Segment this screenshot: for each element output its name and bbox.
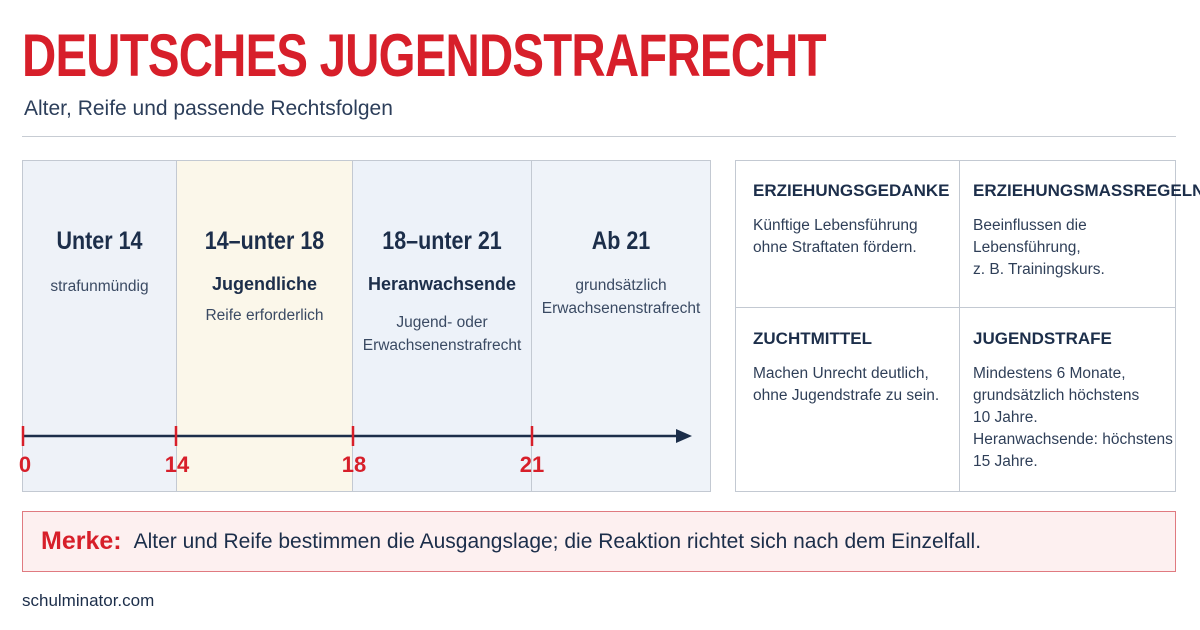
measure-erziehungsgedanke: ERZIEHUNGSGEDANKE Künftige Lebensführung… [753, 181, 949, 259]
zone-text: Reife erforderlich [205, 307, 324, 324]
zone-from-21: Ab 21 grundsätzlich Erwachsenenstrafrech… [532, 161, 710, 491]
zone-under-14: Unter 14 strafunmündig [23, 161, 177, 491]
note-box: Merke: Alter und Reife bestimmen die Aus… [22, 511, 1176, 572]
note-text: Alter und Reife bestimmen die Ausgangsla… [133, 529, 982, 553]
age-timeline-panel: Unter 14 strafunmündig 14–unter 18 Jugen… [22, 160, 711, 492]
measure-heading: ERZIEHUNGSMASSREGELN [973, 181, 1200, 200]
zone-text: Jugend- oder [396, 314, 488, 331]
measure-text: Heranwachsende: höchstens [973, 431, 1173, 448]
axis-tick-label: 18 [341, 452, 367, 477]
zone-heading: Ab 21 [591, 227, 651, 255]
measure-erziehungsmassregeln: ERZIEHUNGSMASSREGELN Beeinflussen die Le… [973, 181, 1200, 281]
measure-text: Mindestens 6 Monate, [973, 365, 1126, 382]
measure-jugendstrafe: JUGENDSTRAFE Mindestens 6 Monate, grunds… [973, 329, 1173, 473]
measure-text: 10 Jahre. [973, 409, 1038, 426]
axis-tick-label: 21 [519, 452, 545, 477]
measure-text: ohne Straftaten fördern. [753, 239, 917, 256]
measure-text: Künftige Lebensführung [753, 217, 918, 234]
measures-grid: ERZIEHUNGSGEDANKE Künftige Lebensführung… [735, 160, 1200, 492]
measure-text: Machen Unrecht deutlich, [753, 365, 929, 382]
axis-tick-label: 14 [164, 452, 190, 477]
zone-heading: 18–unter 21 [382, 227, 502, 255]
measure-text: Beeinflussen die [973, 217, 1087, 234]
axis-tick-label: 0 [18, 452, 32, 477]
measure-text: 15 Jahre. [973, 453, 1038, 470]
zone-text: Erwachsenenstrafrecht [362, 337, 522, 354]
measure-text: ohne Jugendstrafe zu sein. [753, 387, 940, 404]
measure-heading: ERZIEHUNGSGEDANKE [753, 181, 950, 200]
measure-text: Lebensführung, [973, 239, 1081, 256]
page-subtitle: Alter, Reife und passende Rechtsfolgen [24, 97, 393, 120]
zone-group-label: Heranwachsende [367, 274, 517, 294]
header-divider [22, 136, 1176, 137]
zone-text: Erwachsenenstrafrecht [541, 300, 701, 317]
zone-heading: Unter 14 [56, 227, 143, 255]
zone-text: strafunmündig [50, 278, 149, 295]
measure-heading: JUGENDSTRAFE [973, 329, 1112, 348]
zone-heading: 14–unter 18 [204, 227, 325, 255]
page-title: DEUTSCHES JUGENDSTRAFRECHT [22, 22, 827, 89]
zone-14-to-18: 14–unter 18 Jugendliche Reife erforderli… [177, 161, 353, 491]
zone-18-to-21: 18–unter 21 Heranwachsende Jugend- oder … [353, 161, 532, 491]
zone-group-label: Jugendliche [211, 274, 318, 294]
zone-text: grundsätzlich [575, 277, 667, 294]
source-credit: schulminator.com [22, 591, 155, 610]
measure-zuchtmittel: ZUCHTMITTEL Machen Unrecht deutlich, ohn… [753, 329, 939, 407]
note-label: Merke: [41, 527, 122, 555]
measure-text: z. B. Trainingskurs. [973, 261, 1105, 278]
measure-heading: ZUCHTMITTEL [753, 329, 872, 348]
measure-text: grundsätzlich höchstens [973, 387, 1140, 404]
grid-divider [959, 161, 960, 491]
grid-divider [736, 307, 1175, 308]
